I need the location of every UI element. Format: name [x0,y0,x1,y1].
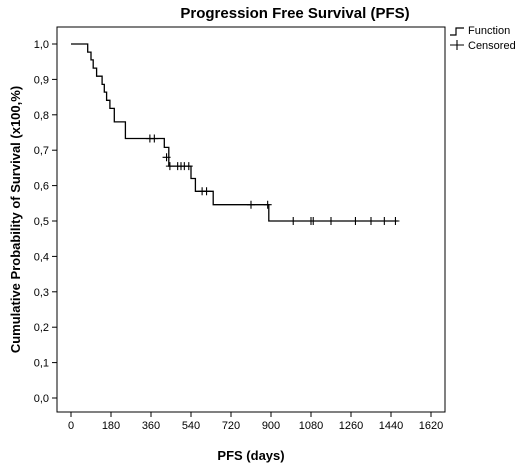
legend-censored-label: Censored [468,40,516,52]
censored-mark [327,217,335,225]
y-tick-label: 0,1 [34,358,49,370]
censored-mark [150,134,159,143]
x-tick-label: 1080 [299,420,323,432]
x-tick-label: 900 [262,420,280,432]
y-tick-label: 0,7 [34,145,49,157]
legend-censored-symbol [450,40,464,50]
series-layer [71,43,400,225]
legend-function-symbol [450,27,464,36]
censored-mark [367,217,375,225]
x-tick-label: 360 [142,420,160,432]
x-tick-label: 1440 [379,420,403,432]
censored-mark [391,217,400,225]
y-tick-label: 0,4 [34,251,49,263]
legend: Function Censored [450,25,516,52]
y-tick-label: 0,2 [34,322,49,334]
chart-title: Progression Free Survival (PFS) [180,5,409,22]
y-tick-label: 0,0 [34,393,49,405]
x-tick-label: 540 [182,420,200,432]
x-tick-label: 180 [102,420,120,432]
censored-mark [165,162,174,171]
censored-mark [202,187,211,196]
survival-function-line [71,43,398,222]
censored-mark [184,162,193,171]
legend-censored-mark [450,40,464,50]
y-tick-label: 0,9 [34,74,49,86]
x-tick-label: 720 [222,420,240,432]
x-tick-label: 1620 [419,420,443,432]
censored-mark [289,217,298,225]
censored-mark [162,153,171,162]
y-tick-label: 0,8 [34,110,49,122]
x-axis-title: PFS (days) [217,448,284,463]
y-axis-title: Cumulative Probability of Survival (x100… [8,86,23,353]
censored-mark [351,217,360,225]
ticks: 0 180 360 540 720 900 1080 1260 1440 1620 0,0 0,1 0,… [34,39,444,432]
censored-mark [380,217,389,225]
y-tick-label: 1,0 [34,39,49,51]
legend-function-label: Function [468,25,510,37]
y-tick-label: 0,5 [34,216,49,228]
x-tick-label: 0 [68,420,74,432]
censored-mark [263,200,272,209]
plot-frame [56,26,446,413]
censored-mark [247,200,255,209]
x-tick-label: 1260 [339,420,363,432]
censored-mark [309,217,318,225]
y-tick-label: 0,6 [34,181,49,193]
y-tick-label: 0,3 [34,287,49,299]
